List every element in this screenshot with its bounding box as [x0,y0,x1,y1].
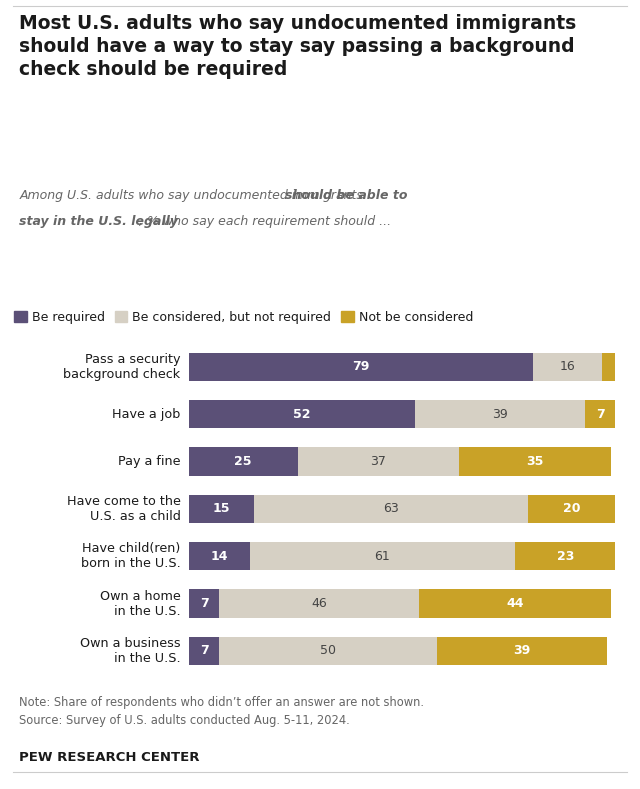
Text: 16: 16 [559,361,575,373]
Bar [419,589,611,618]
Bar [189,495,254,523]
Bar [254,495,528,523]
Text: 61: 61 [374,550,390,563]
Bar [189,589,220,618]
Text: 25: 25 [234,455,252,468]
Text: stay in the U.S. legally: stay in the U.S. legally [19,215,178,227]
Text: should be able to: should be able to [285,189,407,202]
Text: 44: 44 [506,597,524,610]
Text: 23: 23 [557,550,574,563]
Bar [189,637,220,665]
Bar [415,400,585,428]
Bar [585,400,615,428]
Bar [189,542,250,570]
Bar [602,353,615,381]
Text: 46: 46 [312,597,327,610]
Text: 79: 79 [352,361,369,373]
Text: 7: 7 [200,597,209,610]
Bar [189,400,415,428]
Bar [437,637,607,665]
Bar [515,542,615,570]
Text: Source: Survey of U.S. adults conducted Aug. 5-11, 2024.: Source: Survey of U.S. adults conducted … [19,714,350,727]
Text: 63: 63 [383,503,399,515]
Text: 20: 20 [563,503,580,515]
Text: , % who say each requirement should ...: , % who say each requirement should ... [139,215,391,227]
Bar [220,589,419,618]
Text: 15: 15 [212,503,230,515]
Text: 52: 52 [293,408,310,421]
Legend: Be required, Be considered, but not required, Not be considered: Be required, Be considered, but not requ… [15,311,473,323]
Bar [528,495,615,523]
Bar [250,542,515,570]
Bar [220,637,437,665]
Text: Most U.S. adults who say undocumented immigrants
should have a way to stay say p: Most U.S. adults who say undocumented im… [19,14,577,79]
Text: 37: 37 [370,455,386,468]
Text: PEW RESEARCH CENTER: PEW RESEARCH CENTER [19,751,200,764]
Text: 39: 39 [513,645,531,657]
Bar [189,353,532,381]
Text: 50: 50 [320,645,336,657]
Bar [532,353,602,381]
Bar [298,447,459,476]
Text: Among U.S. adults who say undocumented immigrants: Among U.S. adults who say undocumented i… [19,189,367,202]
Bar [189,447,298,476]
Text: 7: 7 [596,408,604,421]
Text: 7: 7 [200,645,209,657]
Bar [459,447,611,476]
Text: 14: 14 [211,550,228,563]
Text: 35: 35 [526,455,543,468]
Text: 39: 39 [492,408,508,421]
Text: Note: Share of respondents who didn’t offer an answer are not shown.: Note: Share of respondents who didn’t of… [19,696,424,709]
